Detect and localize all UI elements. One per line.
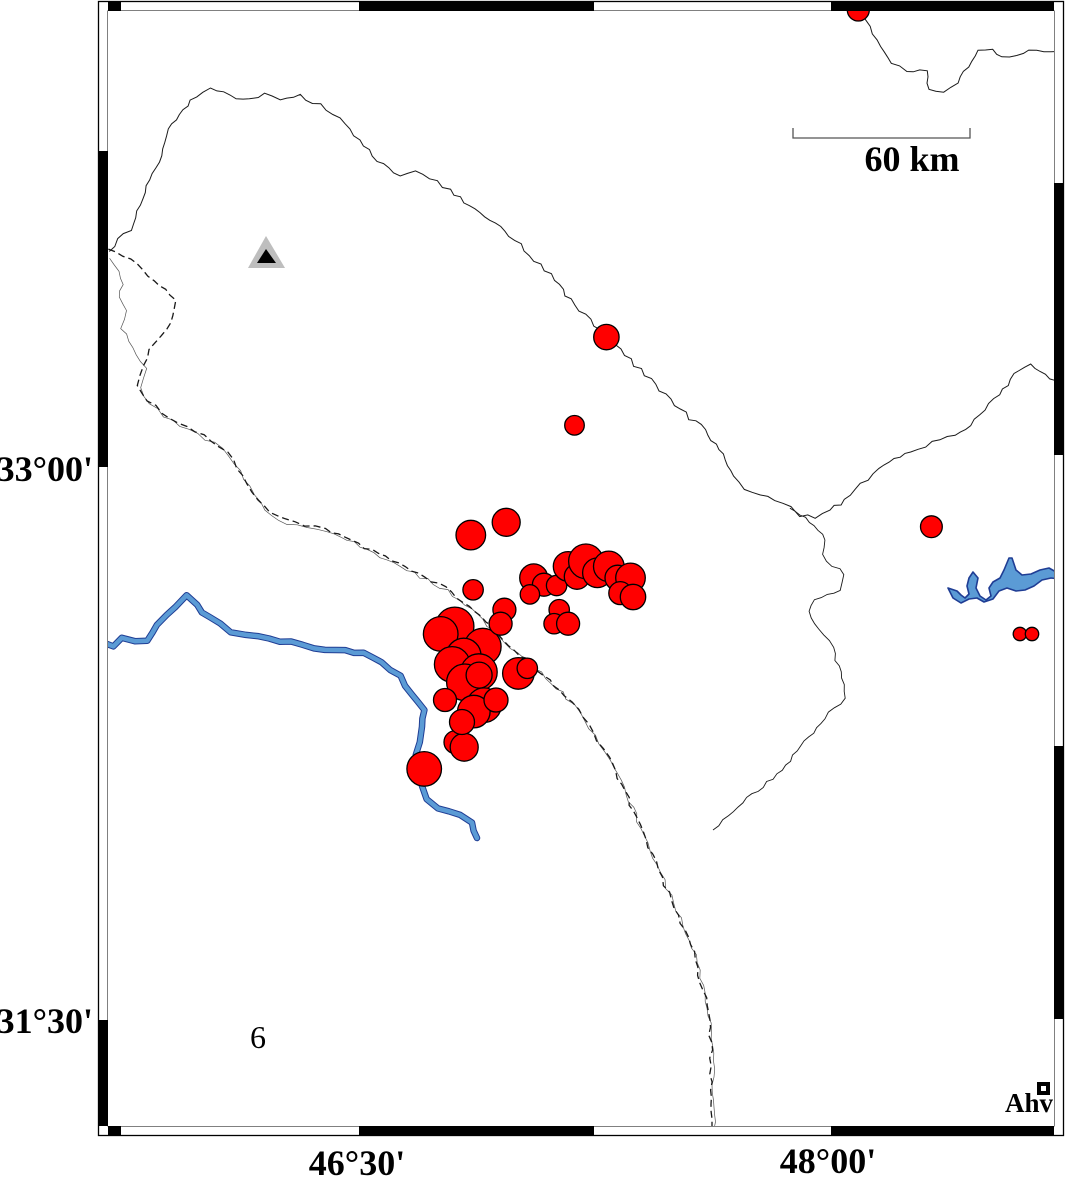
svg-text:Ahv: Ahv <box>1005 1088 1054 1118</box>
svg-text:60 km: 60 km <box>864 139 959 179</box>
svg-text:31°30': 31°30' <box>0 1001 93 1041</box>
svg-text:6: 6 <box>250 1019 266 1055</box>
svg-text:33°00': 33°00' <box>0 449 93 489</box>
svg-text:46°30': 46°30' <box>309 1143 405 1178</box>
svg-text:48°00': 48°00' <box>780 1141 876 1178</box>
